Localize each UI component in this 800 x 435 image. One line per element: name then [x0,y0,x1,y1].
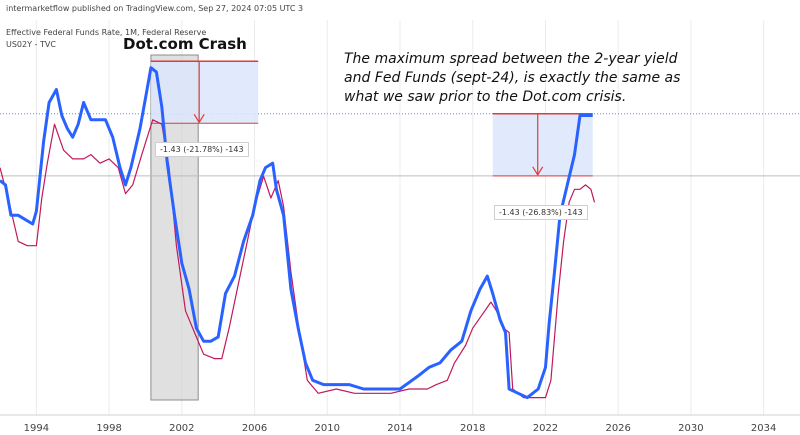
measure-box [150,61,259,124]
us02y-line [0,66,593,400]
symbol-title: Effective Federal Funds Rate, 1M, Federa… [6,28,207,37]
measure-label-2024: -1.43 (-26.83%) -143 [494,205,588,220]
x-tick-label: 2014 [387,423,412,434]
measure-arrow-head [532,166,544,176]
measure-arrow-head [193,113,205,124]
x-tick-label: 2010 [315,423,340,434]
annotation-note-line: and Fed Funds (sept-24), is exactly the … [344,70,681,86]
x-tick-label: 2002 [169,423,194,434]
x-tick-label: 1994 [24,423,49,434]
x-tick-label: 1998 [96,423,121,434]
symbol-subtitle: US02Y - TVC [6,40,56,49]
annotation-note-line: The maximum spread between the 2-year yi… [344,51,678,67]
measure-label-dotcom: -1.43 (-21.78%) -143 [155,142,249,157]
dotcom-crash-label: Dot.com Crash [123,35,247,53]
x-tick-label: 2006 [242,423,267,434]
x-tick-label: 2030 [678,423,703,434]
x-tick-label: 2022 [533,423,558,434]
x-tick-label: 2026 [605,423,630,434]
x-tick-label: 2018 [460,423,485,434]
attribution-text: intermarketflow published on TradingView… [6,4,304,13]
annotation-note-line: what we saw prior to the Dot.com crisis. [344,89,627,105]
x-tick-label: 2034 [751,423,776,434]
annotation-note: The maximum spread between the 2-year yi… [344,50,794,107]
